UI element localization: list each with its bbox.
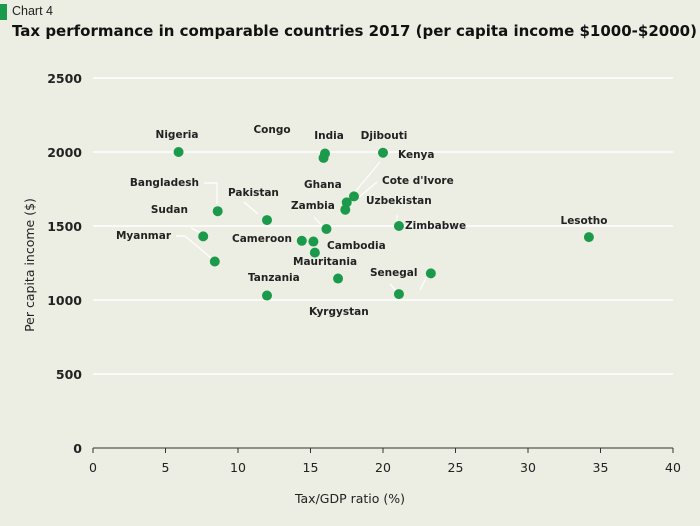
label-cameroon: Cameroon [232,233,292,245]
label-djibouti: Djibouti [361,130,408,142]
point-myanmar [209,256,220,267]
point-zambia [321,223,332,234]
label-pakistan: Pakistan [228,187,279,199]
point-kenya [349,191,359,202]
y-tick-label-1000: 1000 [47,293,82,308]
label-sudan: Sudan [151,204,188,216]
point-cambodia [308,236,319,247]
point-zimbabwe [425,268,436,279]
y-tick-label-2000: 2000 [47,145,82,160]
x-tick-label-5: 5 [162,460,170,475]
x-tick-label-20: 20 [375,460,391,475]
point-cameroon [296,235,307,246]
label-uzbekistan: Uzbekistan [366,195,432,207]
point-ghana [341,197,352,208]
point-uzbekistan [393,221,404,231]
label-zambia: Zambia [291,200,335,212]
y-tick-label-500: 500 [56,367,82,382]
point-mauritania [309,247,320,258]
label-lesotho: Lesotho [561,215,608,227]
label-cote-d-ivore: Cote d'Ivore [382,175,454,187]
point-pakistan [262,215,272,226]
brand-accent-bar [0,4,7,20]
label-leader-lines [176,161,430,293]
label-congo: Congo [253,124,290,136]
label-nigeria: Nigeria [156,129,199,141]
label-kenya: Kenya [398,149,434,161]
chart-number-label: Chart 4 [12,4,53,18]
label-cambodia: Cambodia [327,240,386,252]
point-senegal [393,289,404,300]
x-tick-label-30: 30 [520,460,536,475]
label-zimbabwe: Zimbabwe [405,220,466,232]
x-axis-label: Tax/GDP ratio (%) [294,491,405,506]
point-nigeria [173,147,184,157]
label-bangladesh: Bangladesh [130,177,199,189]
point-cote-d-ivore [340,204,351,215]
leader-bangladesh [204,182,218,204]
point-india [318,152,329,163]
point-sudan [198,231,209,242]
point-bangladesh [212,206,223,217]
label-senegal: Senegal [370,267,417,279]
y-axis-ticks: 0 500 1000 1500 2000 2500 [47,71,82,456]
point-labels: Nigeria Congo India Djibouti Kenya Bangladesh… [116,124,608,318]
point-djibouti [378,147,388,158]
label-ghana: Ghana [304,179,342,191]
data-points [173,147,594,301]
label-india: India [314,130,344,142]
label-myanmar: Myanmar [116,230,172,242]
x-axis-ticks: 0 5 10 15 20 25 30 35 40 [89,448,681,475]
y-tick-label-2500: 2500 [47,71,82,86]
x-tick-label-10: 10 [230,460,246,475]
x-tick-label-15: 15 [303,460,319,475]
label-tanzania: Tanzania [248,272,300,284]
point-lesotho [583,232,594,243]
leader-cote-d-ivore [357,181,378,199]
label-kyrgystan: Kyrgystan [309,306,369,318]
leader-pakistan [243,201,259,215]
y-tick-label-1500: 1500 [47,219,82,234]
label-mauritania: Mauritania [293,256,357,268]
leader-myanmar [176,235,212,259]
x-tick-label-40: 40 [665,460,681,475]
y-axis-label: Per capita income ($) [22,198,37,332]
x-tick-label-35: 35 [593,460,609,475]
x-tick-label-0: 0 [89,460,97,475]
y-tick-label-0: 0 [73,441,82,456]
leader-zambia [313,216,324,228]
leader-sudan [190,227,202,234]
point-kyrgystan [333,273,344,284]
x-tick-label-25: 25 [448,460,464,475]
point-tanzania [262,290,272,301]
chart-title: Tax performance in comparable countries … [12,22,697,40]
